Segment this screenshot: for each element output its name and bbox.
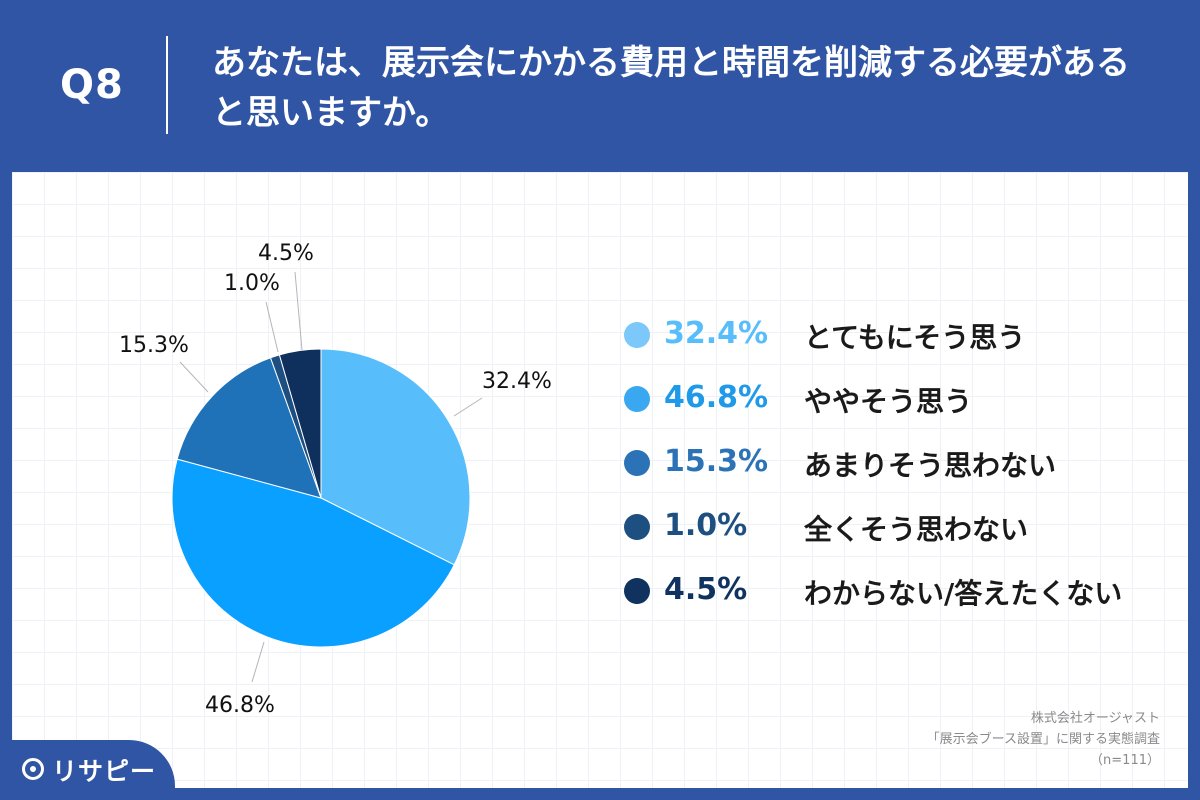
question-text-line2: と思いますか。 xyxy=(212,93,450,133)
pie-slice xyxy=(176,357,322,499)
legend-item: 4.5% わからない/答えたくない xyxy=(624,568,1184,632)
pie-data-label: 1.0% xyxy=(224,271,280,296)
pie-slice xyxy=(171,458,455,648)
leader-line xyxy=(179,361,209,393)
leader-line xyxy=(453,397,483,417)
question-text-line1: あなたは、展示会にかかる費用と時間を削減する必要がある xyxy=(212,43,1130,83)
legend-label: ややそう思う xyxy=(804,385,973,418)
leader-line xyxy=(294,271,303,351)
question-number: Q8 xyxy=(60,62,124,108)
pie-data-label: 32.4% xyxy=(482,369,552,394)
legend-swatch xyxy=(624,514,650,540)
legend-label: 全くそう思わない xyxy=(804,513,1029,546)
legend-swatch xyxy=(624,578,650,604)
legend-label: あまりそう思わない xyxy=(804,449,1057,482)
logo-text: リサピー xyxy=(52,757,157,786)
header-banner: Q8 あなたは、展示会にかかる費用と時間を削減する必要がある と思いますか。 xyxy=(0,0,1200,170)
leader-line xyxy=(265,301,279,353)
chart-legend: 32.4% とてもにそう思う 46.8% ややそう思う 15.3% あまりそう思… xyxy=(624,312,1184,632)
leader-line xyxy=(251,641,265,683)
question-text: あなたは、展示会にかかる費用と時間を削減する必要がある と思いますか。 xyxy=(212,38,1172,138)
legend-swatch xyxy=(624,450,650,476)
legend-percent: 1.0% xyxy=(664,508,748,543)
legend-swatch xyxy=(624,386,650,412)
legend-percent: 46.8% xyxy=(664,380,769,415)
pie-data-label: 46.8% xyxy=(205,693,275,718)
source-company: 株式会社オージャスト xyxy=(1030,711,1160,726)
brand-logo: リサピー xyxy=(0,740,175,800)
pie-data-label: 15.3% xyxy=(119,333,189,358)
legend-percent: 32.4% xyxy=(664,316,769,351)
legend-label: わからない/答えたくない xyxy=(804,577,1123,610)
pie-chart: 32.4% 46.8% 15.3% 1.0% 4.5% xyxy=(119,241,552,718)
legend-percent: 15.3% xyxy=(664,444,769,479)
header-divider xyxy=(166,36,168,134)
pie-slice xyxy=(278,348,322,499)
source-footer: 株式会社オージャスト 「展示会ブース設置」に関する実態調査 （n=111） xyxy=(927,708,1160,771)
legend-item: 32.4% とてもにそう思う xyxy=(624,312,1184,376)
chart-panel: 32.4% 46.8% 15.3% 1.0% 4.5% 32.4% とてもにそう思う 4… xyxy=(12,172,1188,788)
pie-data-label: 4.5% xyxy=(258,241,314,266)
pie-slice xyxy=(320,348,471,566)
source-survey: 「展示会ブース設置」に関する実態調査 xyxy=(926,732,1160,747)
legend-item: 15.3% あまりそう思わない xyxy=(624,440,1184,504)
legend-swatch xyxy=(624,322,650,348)
source-sample-size: （n=111） xyxy=(1090,753,1160,768)
pin-icon xyxy=(22,758,44,780)
legend-percent: 4.5% xyxy=(664,572,748,607)
legend-item: 46.8% ややそう思う xyxy=(624,376,1184,440)
legend-item: 1.0% 全くそう思わない xyxy=(624,504,1184,568)
legend-label: とてもにそう思う xyxy=(804,321,1026,354)
